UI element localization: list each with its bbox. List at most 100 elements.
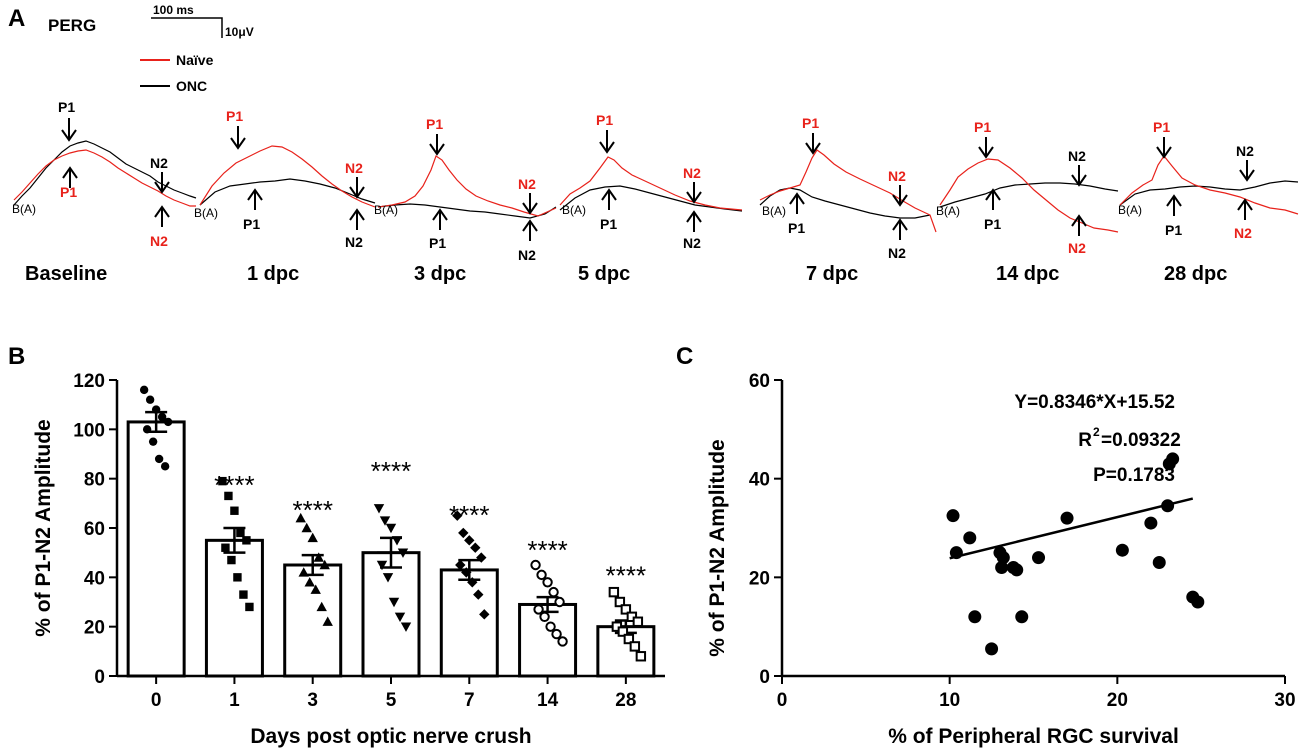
- y-tick-label: 100: [73, 420, 105, 441]
- data-point: [635, 651, 647, 662]
- y-tick-label: 0: [759, 667, 770, 688]
- panel-c-letter: C: [676, 343, 693, 370]
- trace-legend: Naïve ONC: [140, 52, 214, 94]
- data-point: [530, 559, 541, 571]
- peak-label: N2: [1068, 148, 1086, 164]
- data-point: [151, 405, 161, 414]
- x-tick-label: 0: [777, 690, 788, 711]
- data-point: [1191, 595, 1205, 609]
- r-squared-value: =0.09322: [1101, 430, 1181, 451]
- data-point: [946, 509, 960, 523]
- y-tick-label: 120: [73, 371, 105, 392]
- x-tick-label: 14: [537, 690, 559, 711]
- data-point: [388, 597, 400, 608]
- legend-onc-label: ONC: [176, 78, 207, 94]
- y-tick-label: 60: [749, 371, 770, 392]
- data-point: [1115, 543, 1129, 557]
- data-point: [536, 569, 547, 581]
- data-point: [382, 573, 394, 583]
- peak-label: N2: [1068, 240, 1086, 256]
- data-point: [539, 611, 550, 622]
- bar: [439, 568, 499, 678]
- peak-label: P1: [600, 216, 617, 232]
- baseline-marker: B(A): [562, 203, 586, 217]
- y-tick-label: 60: [84, 519, 105, 540]
- data-point: [533, 604, 544, 615]
- timepoint-label: 1 dpc: [247, 263, 299, 285]
- x-axis-title: Days post optic nerve crush: [250, 725, 531, 748]
- x-tick-label: 28: [615, 690, 636, 711]
- data-point: [464, 535, 475, 546]
- data-point: [554, 596, 565, 608]
- data-point: [949, 546, 963, 560]
- data-point: [397, 548, 409, 558]
- timepoint-label: 5 dpc: [578, 263, 630, 285]
- peak-label: N2: [518, 176, 536, 192]
- regression-equation: Y=0.8346*X+15.52: [1014, 392, 1175, 413]
- trace-5dpc-onc: [559, 185, 743, 212]
- panel-b-letter: B: [8, 343, 25, 370]
- data-point: [301, 522, 312, 533]
- peak-label: P1: [596, 112, 613, 128]
- data-point: [1010, 563, 1024, 577]
- x-axis-title: % of Peripheral RGC survival: [888, 725, 1179, 748]
- data-point: [218, 476, 227, 486]
- y-axis-title: % of P1-N2 Amplitude: [706, 439, 729, 656]
- peak-label: P1: [1165, 222, 1182, 238]
- legend-naive-label: Naïve: [176, 52, 214, 68]
- data-point: [233, 573, 242, 582]
- r-squared-superscript: 2: [1093, 425, 1100, 439]
- data-point: [476, 552, 487, 563]
- data-point: [142, 425, 152, 434]
- data-point: [968, 610, 982, 624]
- peak-label: N2: [345, 160, 363, 176]
- significance-label: ****: [292, 495, 332, 525]
- trace-3dpc-onc: [377, 203, 557, 219]
- data-point: [1166, 452, 1180, 466]
- data-point: [307, 532, 318, 543]
- data-point: [236, 528, 245, 538]
- y-tick-label: 0: [94, 667, 105, 688]
- data-point: [623, 633, 635, 645]
- scale-time-label: 100 ms: [153, 3, 194, 17]
- data-point: [239, 590, 248, 599]
- data-point: [245, 602, 254, 612]
- data-point: [452, 510, 463, 521]
- data-point: [310, 584, 321, 594]
- data-point: [985, 642, 999, 656]
- data-point: [313, 552, 324, 562]
- data-point: [1152, 556, 1166, 570]
- data-point: [548, 586, 559, 598]
- peak-label: N2: [1236, 143, 1254, 159]
- timepoint-label: 7 dpc: [806, 263, 858, 285]
- trace-1dpc-naive: [199, 145, 376, 208]
- significance-label: ****: [527, 535, 567, 565]
- peak-label: P1: [226, 108, 243, 124]
- data-point: [316, 601, 327, 612]
- significance-label: ****: [371, 456, 411, 486]
- bar: [126, 420, 186, 678]
- data-point: [295, 512, 306, 523]
- peak-label: P1: [426, 116, 443, 132]
- trace-28dpc-onc: [1119, 180, 1299, 206]
- scatter-chart: 0 20 40 60 0 10 20 30 Y=0.8346*X+15.52 R 2 =0.09322…: [706, 371, 1296, 748]
- data-point: [629, 641, 641, 652]
- perg-title: PERG: [48, 16, 96, 35]
- trace-28dpc-naive: [1119, 154, 1299, 215]
- peak-label: N2: [683, 165, 701, 181]
- baseline-marker: B(A): [762, 204, 786, 218]
- peak-label: P1: [243, 216, 260, 232]
- peak-label: P1: [974, 119, 991, 135]
- data-point: [400, 622, 412, 632]
- trace-7dpc-onc: [759, 187, 931, 219]
- data-point: [145, 395, 155, 404]
- peak-markers: P1 P1 N2 N2 B(A) P1 P1 N2 N2 B(A) P1 P1 …: [12, 99, 1255, 263]
- peak-label: P1: [984, 216, 1001, 232]
- peak-label: P1: [58, 99, 75, 115]
- data-point: [154, 454, 164, 464]
- trace-5dpc-naive: [559, 156, 743, 211]
- bar: [361, 551, 421, 678]
- data-point: [557, 636, 568, 647]
- baseline-marker: B(A): [936, 204, 960, 218]
